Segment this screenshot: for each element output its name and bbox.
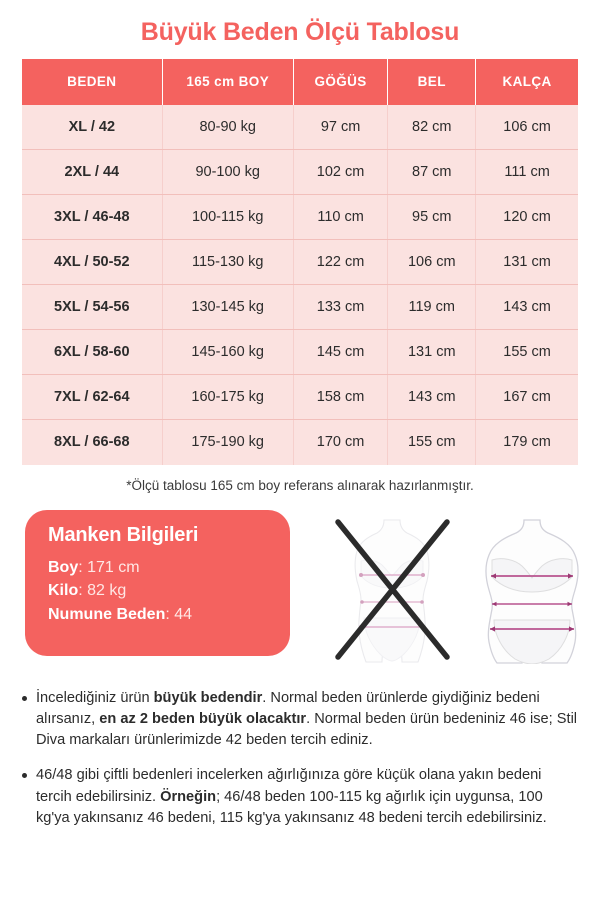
model-info-height-separator: : [78, 558, 88, 576]
table-cell-gogus: 145 cm [293, 329, 389, 375]
model-info-height: Boy: 171 cm [48, 556, 290, 580]
note-emphasis: Örneğin [160, 788, 217, 805]
table-header-row: BEDEN 165 cm BOY GÖĞÜS BEL KALÇA [22, 58, 578, 105]
table-row: 2XL / 44 90-100 kg 102 cm 87 cm 111 cm [22, 149, 578, 195]
notes-list: İncelediğiniz ürün büyük bedendir. Norma… [22, 688, 578, 830]
table-cell-gogus: 97 cm [293, 104, 389, 150]
model-info-weight-separator: : [78, 582, 88, 600]
table-cell-beden: 3XL / 46-48 [22, 194, 163, 240]
table-cell-boy: 130-145 kg [162, 284, 294, 330]
table-cell-bel: 95 cm [387, 194, 477, 240]
table-cell-bel: 155 cm [387, 419, 477, 465]
table-cell-gogus: 122 cm [293, 239, 389, 285]
table-cell-bel: 82 cm [387, 104, 477, 150]
model-info-card: Manken Bilgileri Boy: 171 cm Kilo: 82 kg… [25, 509, 290, 656]
column-header-gogus: GÖĞÜS [293, 58, 389, 105]
table-cell-kalca: 143 cm [475, 284, 578, 330]
table-cell-boy: 90-100 kg [162, 149, 294, 195]
note-run: İncelediğiniz ürün [36, 689, 154, 706]
note-text: 46/48 gibi çiftli bedenleri incelerken a… [36, 765, 578, 829]
note-emphasis: en az 2 beden büyük olacaktır [99, 710, 307, 727]
model-info-sample-size-label: Numune Beden [48, 605, 166, 623]
table-cell-kalca: 131 cm [475, 239, 578, 285]
bullet-icon [22, 765, 36, 778]
model-and-figures-section: Manken Bilgileri Boy: 171 cm Kilo: 82 kg… [0, 509, 600, 670]
table-row: 7XL / 62-64 160-175 kg 158 cm 143 cm 167 cm [22, 374, 578, 420]
note-item: 46/48 gibi çiftli bedenleri incelerken a… [22, 765, 578, 829]
table-cell-kalca: 167 cm [475, 374, 578, 420]
table-body: XL / 42 80-90 kg 97 cm 82 cm 106 cm 2XL / 44 9… [22, 104, 578, 465]
table-cell-kalca: 179 cm [475, 419, 578, 465]
table-cell-bel: 131 cm [387, 329, 477, 375]
table-cell-beden: 8XL / 66-68 [22, 419, 163, 465]
table-cell-boy: 100-115 kg [162, 194, 294, 240]
table-cell-boy: 160-175 kg [162, 374, 294, 420]
model-info-height-value: 171 cm [87, 558, 140, 576]
model-info-sample-size-separator: : [165, 605, 175, 623]
model-info-height-label: Boy [48, 558, 79, 576]
bullet-icon [22, 688, 36, 701]
table-cell-gogus: 158 cm [293, 374, 389, 420]
table-cell-boy: 115-130 kg [162, 239, 294, 285]
table-cell-bel: 87 cm [387, 149, 477, 195]
table-cell-beden: XL / 42 [22, 104, 163, 150]
table-cell-gogus: 110 cm [293, 194, 389, 240]
column-header-boy: 165 cm BOY [162, 58, 294, 105]
slim-female-torso-crossed-out-icon [330, 514, 455, 664]
model-info-weight-value: 82 kg [87, 582, 127, 600]
table-cell-bel: 143 cm [387, 374, 477, 420]
model-info-weight-label: Kilo [48, 582, 79, 600]
table-cell-kalca: 106 cm [475, 104, 578, 150]
table-row: 4XL / 50-52 115-130 kg 122 cm 106 cm 131 cm [22, 239, 578, 285]
note-run: 46/48 gibi çiftli bedenleri incelerken a… [36, 767, 542, 805]
cross-out-mark [335, 518, 450, 660]
table-cell-beden: 6XL / 58-60 [22, 329, 163, 375]
column-header-bel: BEL [387, 58, 477, 105]
note-item: İncelediğiniz ürün büyük bedendir. Norma… [22, 688, 578, 752]
table-cell-gogus: 170 cm [293, 419, 389, 465]
page-title: Büyük Beden Ölçü Tablosu [140, 18, 460, 46]
table-row: XL / 42 80-90 kg 97 cm 82 cm 106 cm [22, 104, 578, 150]
table-row: 6XL / 58-60 145-160 kg 145 cm 131 cm 155 cm [22, 329, 578, 375]
size-chart-table: BEDEN 165 cm BOY GÖĞÜS BEL KALÇA XL / 42… [22, 58, 578, 465]
table-cell-boy: 175-190 kg [162, 419, 294, 465]
model-info-sample-size: Numune Beden: 44 [48, 603, 290, 627]
model-info-sample-size-value: 44 [174, 605, 193, 623]
table-header: BEDEN 165 cm BOY GÖĞÜS BEL KALÇA [22, 58, 578, 105]
model-info-weight: Kilo: 82 kg [48, 579, 290, 603]
table-cell-kalca: 120 cm [475, 194, 578, 240]
plus-size-female-torso-icon [470, 514, 595, 664]
table-cell-gogus: 133 cm [293, 284, 389, 330]
table-row: 5XL / 54-56 130-145 kg 133 cm 119 cm 143 cm [22, 284, 578, 330]
body-figures [318, 514, 590, 664]
column-header-kalca: KALÇA [475, 58, 578, 105]
size-table-container: BEDEN 165 cm BOY GÖĞÜS BEL KALÇA XL / 42… [22, 58, 578, 465]
model-info-title: Manken Bilgileri [48, 523, 199, 546]
table-cell-kalca: 111 cm [475, 149, 578, 195]
table-cell-beden: 7XL / 62-64 [22, 374, 163, 420]
table-row: 3XL / 46-48 100-115 kg 110 cm 95 cm 120 cm [22, 194, 578, 240]
column-header-beden: BEDEN [22, 58, 163, 105]
note-run: ; 46/48 beden 100-115 kg ağırlık için uy… [36, 788, 547, 826]
note-run: . Normal beden ürün bedeniniz 46 ise; St… [36, 710, 578, 749]
table-cell-beden: 2XL / 44 [22, 149, 163, 195]
table-cell-bel: 119 cm [387, 284, 477, 330]
footnote-text: *Ölçü tablosu 165 cm boy referans alınar… [126, 477, 474, 493]
table-cell-boy: 145-160 kg [162, 329, 294, 375]
table-cell-beden: 5XL / 54-56 [22, 284, 163, 330]
table-cell-kalca: 155 cm [475, 329, 578, 375]
table-cell-boy: 80-90 kg [162, 104, 294, 150]
table-cell-bel: 106 cm [387, 239, 477, 285]
table-cell-beden: 4XL / 50-52 [22, 239, 163, 285]
table-cell-gogus: 102 cm [293, 149, 389, 195]
note-text: İncelediğiniz ürün büyük bedendir. Norma… [36, 688, 578, 752]
table-row: 8XL / 66-68 175-190 kg 170 cm 155 cm 179 cm [22, 419, 578, 465]
note-run: . Normal beden ürünlerde giydiğiniz bede… [36, 689, 540, 727]
note-emphasis: büyük bedendir [153, 689, 263, 706]
